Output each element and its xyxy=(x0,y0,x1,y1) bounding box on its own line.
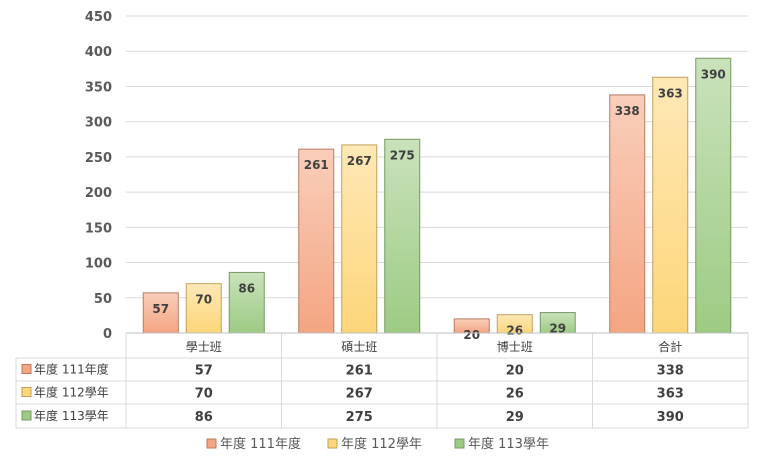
bar-data-label: 70 xyxy=(195,293,212,307)
legend-key-swatch xyxy=(21,364,32,374)
legend-swatch xyxy=(327,438,338,449)
y-tick-label: 0 xyxy=(103,327,112,342)
bar-data-label: 20 xyxy=(463,328,480,342)
table-cell: 57 xyxy=(195,364,213,379)
bar-data-label: 363 xyxy=(658,86,683,100)
bar-data-label: 338 xyxy=(615,104,640,118)
category-label: 碩士班 xyxy=(341,340,377,354)
legend-swatch xyxy=(454,438,465,449)
bar xyxy=(228,271,265,334)
legend-entry: 年度 113學年 xyxy=(468,436,549,452)
category-label: 學士班 xyxy=(186,340,222,354)
bar xyxy=(652,76,689,334)
legend-swatch xyxy=(206,438,217,449)
y-tick-label: 300 xyxy=(85,116,112,131)
legend-key-swatch xyxy=(21,410,32,421)
legend-entry: 年度 112學年 xyxy=(341,436,422,452)
y-tick-label: 350 xyxy=(85,80,112,95)
table-cell: 267 xyxy=(346,387,373,402)
bar xyxy=(384,138,421,334)
y-tick-label: 400 xyxy=(85,45,112,60)
category-label: 合計 xyxy=(658,339,682,354)
bar xyxy=(695,57,732,334)
legend-entry: 年度 111年度 xyxy=(220,436,301,452)
y-tick-label: 200 xyxy=(85,186,112,201)
table-cell: 363 xyxy=(657,387,684,402)
bar-data-label: 29 xyxy=(549,322,566,336)
table-cell: 390 xyxy=(657,410,684,425)
bar-data-label: 267 xyxy=(347,154,372,168)
bar xyxy=(298,148,335,334)
y-tick-label: 50 xyxy=(94,292,112,307)
bar xyxy=(341,144,378,334)
table-cell: 26 xyxy=(506,387,524,402)
table-cell: 261 xyxy=(346,364,373,379)
bar-data-label: 57 xyxy=(152,302,169,316)
bar xyxy=(609,94,646,334)
table-cell: 86 xyxy=(195,410,213,425)
bar-data-label: 86 xyxy=(238,281,255,295)
category-label: 博士班 xyxy=(497,339,533,354)
bar-data-label: 261 xyxy=(304,158,329,172)
bar-data-label: 390 xyxy=(701,67,726,81)
table-cell: 275 xyxy=(346,410,373,425)
y-tick-label: 250 xyxy=(85,151,112,166)
y-tick-label: 450 xyxy=(85,10,112,25)
table-row-label: 年度 112學年 xyxy=(34,385,109,400)
table-cell: 70 xyxy=(195,387,213,402)
y-tick-label: 150 xyxy=(85,221,112,236)
bar-data-label: 26 xyxy=(506,324,523,338)
table-row-label: 年度 113學年 xyxy=(34,408,109,423)
y-tick-label: 100 xyxy=(85,257,112,272)
bar xyxy=(142,292,179,334)
legend-key-swatch xyxy=(21,387,32,397)
bar xyxy=(185,283,222,334)
bar-data-label: 275 xyxy=(390,148,415,162)
table-cell: 29 xyxy=(506,410,524,425)
table-cell: 20 xyxy=(506,364,524,379)
table-cell: 338 xyxy=(657,364,684,379)
table-row-label: 年度 111年度 xyxy=(34,362,109,377)
